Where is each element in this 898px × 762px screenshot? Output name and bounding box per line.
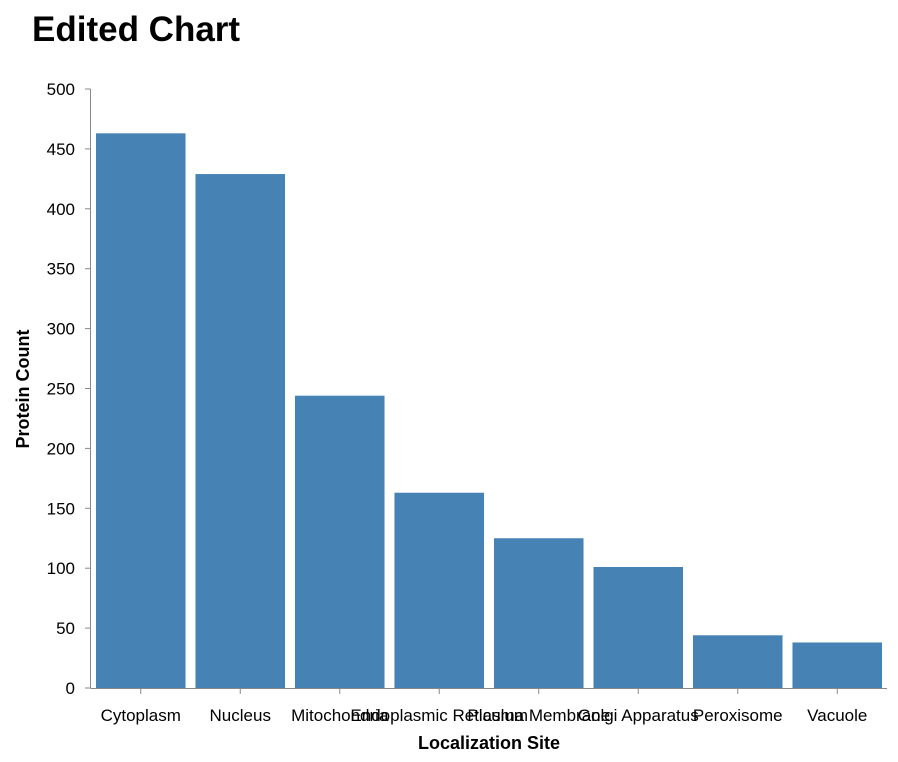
x-tick-label: Cytoplasm <box>101 706 181 725</box>
x-tick-label: Nucleus <box>210 706 271 725</box>
bar <box>195 174 286 689</box>
bar <box>493 538 584 688</box>
y-tick-label: 350 <box>47 260 75 279</box>
x-tick-label: Golgi Apparatus <box>578 706 699 725</box>
x-tick-label: Mitochondria <box>291 706 389 725</box>
bar <box>95 133 186 689</box>
y-tick-label: 400 <box>47 200 75 219</box>
y-tick-label: 150 <box>47 499 75 518</box>
bar <box>294 395 385 688</box>
y-tick-label: 250 <box>47 380 75 399</box>
x-axis: Cytoplasm Nucleus MitochondriaEndoplasmic … <box>90 688 887 725</box>
bar <box>792 642 883 688</box>
y-tick-label: 500 <box>47 80 75 99</box>
bar <box>394 492 485 688</box>
bar <box>692 635 783 688</box>
y-tick-label: 100 <box>47 559 75 578</box>
y-tick-label: 200 <box>47 439 75 458</box>
y-tick-label: 450 <box>47 140 75 159</box>
bar <box>593 567 684 688</box>
bars <box>95 133 883 689</box>
x-tick-label: Plasma Membrane <box>467 706 610 725</box>
x-tick-label: Endoplasmic Reticulum <box>350 706 528 725</box>
x-tick-label: Peroxisome <box>693 706 783 725</box>
chart-title: Edited Chart <box>32 10 240 49</box>
y-tick-label: 50 <box>56 619 75 638</box>
y-tick-label: 300 <box>47 320 75 339</box>
y-axis-title: Protein Count <box>13 330 33 449</box>
y-axis: 0 50 100 150 200 250 300 350 400 450 500 <box>47 80 91 698</box>
x-tick-label: Vacuole <box>807 706 867 725</box>
x-axis-title: Localization Site <box>418 733 560 753</box>
y-tick-label: 0 <box>66 679 75 698</box>
